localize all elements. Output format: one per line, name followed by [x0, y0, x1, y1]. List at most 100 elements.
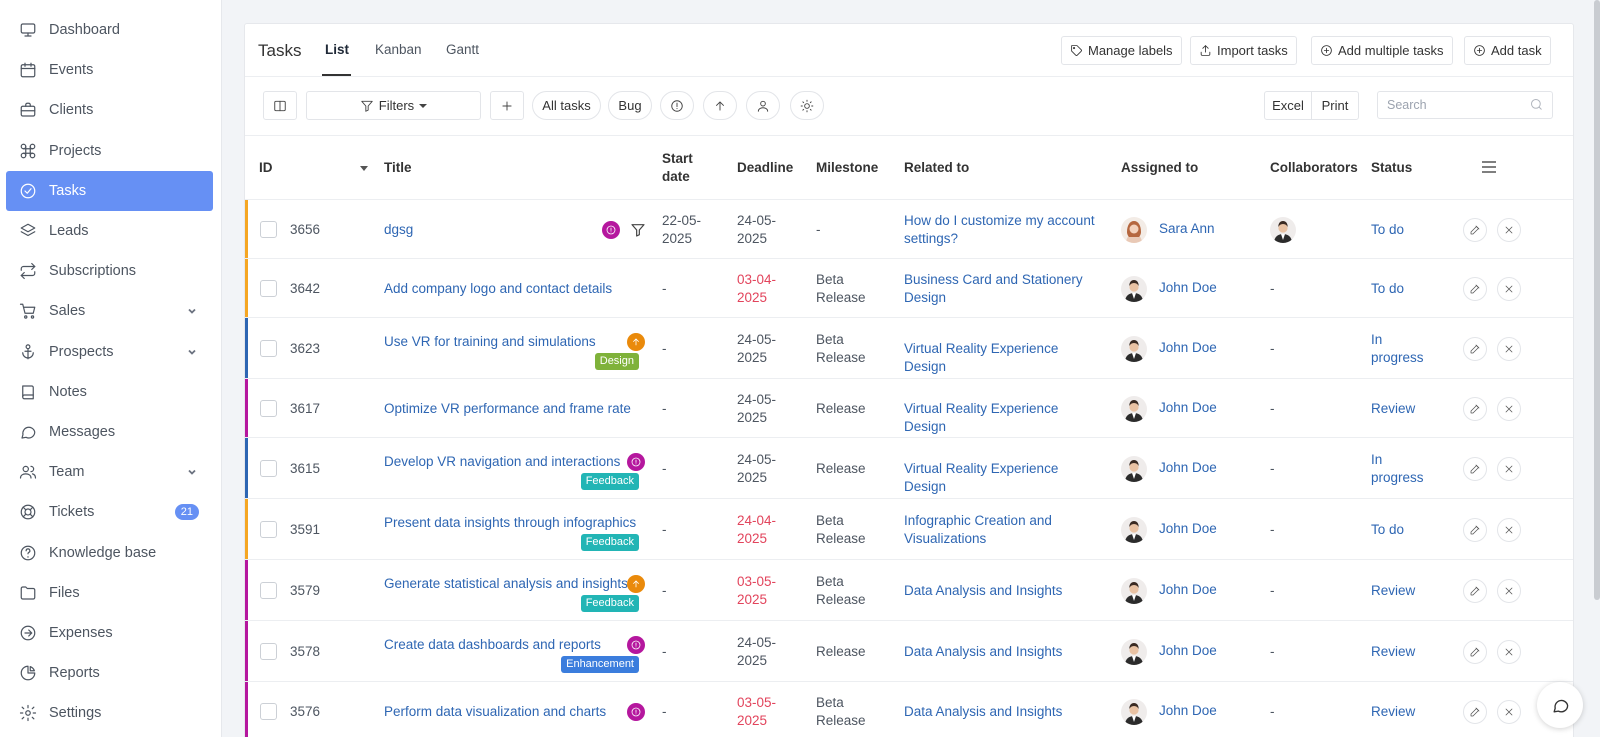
status-link[interactable]: Review: [1371, 704, 1416, 719]
status-link[interactable]: To do: [1371, 281, 1405, 296]
sidebar-item-events[interactable]: Events: [6, 50, 213, 90]
priority-filter[interactable]: [660, 91, 694, 120]
menu-icon[interactable]: [1481, 160, 1497, 174]
theme-filter[interactable]: [790, 91, 824, 120]
sort-caret-icon[interactable]: [360, 166, 368, 171]
table-row[interactable]: 3623 Use VR for training and simulations D…: [245, 318, 1573, 379]
column-collaborators[interactable]: Collaborators: [1270, 160, 1358, 175]
chat-button[interactable]: [1537, 682, 1583, 728]
sidebar-item-leads[interactable]: Leads: [6, 211, 213, 251]
row-checkbox[interactable]: [260, 703, 277, 720]
related-to-link[interactable]: Business Card and Stationery Design: [904, 272, 1083, 305]
task-title-link[interactable]: dgsg: [384, 222, 414, 237]
delete-button[interactable]: [1497, 640, 1521, 664]
delete-button[interactable]: [1497, 337, 1521, 361]
delete-button[interactable]: [1497, 579, 1521, 603]
all-tasks-filter[interactable]: All tasks: [532, 91, 601, 120]
column-title[interactable]: Title: [384, 160, 412, 175]
table-row[interactable]: 3617 Optimize VR performance and frame ra…: [245, 379, 1573, 438]
column-status[interactable]: Status: [1371, 160, 1413, 175]
task-title-link[interactable]: Optimize VR performance and frame rate: [384, 401, 631, 416]
filters-dropdown[interactable]: Filters: [306, 91, 481, 120]
bug-filter[interactable]: Bug: [608, 91, 652, 120]
table-row[interactable]: 3579 Generate statistical analysis and in…: [245, 560, 1573, 621]
tab-gantt[interactable]: Gantt: [446, 42, 480, 57]
row-checkbox[interactable]: [260, 643, 277, 660]
related-to-link[interactable]: Virtual Reality Experience Design: [904, 401, 1059, 434]
import-tasks-button[interactable]: Import tasks: [1190, 36, 1297, 65]
table-row[interactable]: 3578 Create data dashboards and reports En…: [245, 621, 1573, 682]
column-related-to[interactable]: Related to: [904, 160, 970, 175]
filter-icon[interactable]: [630, 222, 646, 238]
edit-button[interactable]: [1463, 218, 1487, 242]
row-checkbox[interactable]: [260, 340, 277, 357]
edit-button[interactable]: [1463, 337, 1487, 361]
task-title-link[interactable]: Generate statistical analysis and insigh…: [384, 576, 628, 591]
sidebar-item-dashboard[interactable]: Dashboard: [6, 10, 213, 50]
row-checkbox[interactable]: [260, 521, 277, 538]
tab-list[interactable]: List: [325, 42, 350, 57]
related-to-link[interactable]: Virtual Reality Experience Design: [904, 341, 1059, 374]
sidebar-item-reports[interactable]: Reports: [6, 653, 213, 693]
row-checkbox[interactable]: [260, 460, 277, 477]
delete-button[interactable]: [1497, 218, 1521, 242]
arrow-up-filter[interactable]: [703, 91, 737, 120]
status-link[interactable]: To do: [1371, 222, 1405, 237]
edit-button[interactable]: [1463, 397, 1487, 421]
assignee-name-link[interactable]: John Doe: [1159, 643, 1217, 658]
status-link[interactable]: Review: [1371, 644, 1416, 659]
sidebar-item-subscriptions[interactable]: Subscriptions: [6, 251, 213, 291]
task-title-link[interactable]: Add company logo and contact details: [384, 281, 613, 296]
sidebar-item-team[interactable]: Team: [6, 452, 213, 492]
sidebar-item-expenses[interactable]: Expenses: [6, 613, 213, 653]
print-button[interactable]: Print: [1311, 91, 1359, 120]
edit-button[interactable]: [1463, 518, 1487, 542]
sidebar-item-tickets[interactable]: Tickets 21: [6, 492, 213, 532]
search-input[interactable]: [1377, 91, 1553, 119]
edit-button[interactable]: [1463, 277, 1487, 301]
assignee-name-link[interactable]: John Doe: [1159, 400, 1217, 415]
task-title-link[interactable]: Create data dashboards and reports: [384, 637, 601, 652]
assignee-name-link[interactable]: John Doe: [1159, 521, 1217, 536]
sidebar-item-notes[interactable]: Notes: [6, 372, 213, 412]
status-link[interactable]: In progress: [1371, 332, 1424, 365]
sidebar-item-tasks[interactable]: Tasks: [6, 170, 213, 211]
table-row[interactable]: 3615 Develop VR navigation and interactio…: [245, 438, 1573, 499]
page-scrollbar[interactable]: [1594, 0, 1600, 600]
excel-button[interactable]: Excel: [1264, 91, 1312, 120]
edit-button[interactable]: [1463, 640, 1487, 664]
sidebar-item-settings[interactable]: Settings: [6, 693, 213, 733]
assignee-name-link[interactable]: John Doe: [1159, 280, 1217, 295]
sidebar-item-prospects[interactable]: Prospects: [6, 332, 213, 372]
row-checkbox[interactable]: [260, 582, 277, 599]
edit-button[interactable]: [1463, 700, 1487, 724]
column-start-date[interactable]: Start date: [662, 151, 693, 184]
status-link[interactable]: In progress: [1371, 452, 1424, 485]
delete-button[interactable]: [1497, 457, 1521, 481]
assignee-filter[interactable]: [746, 91, 780, 120]
task-title-link[interactable]: Present data insights through infographi…: [384, 515, 637, 530]
task-title-link[interactable]: Develop VR navigation and interactions: [384, 454, 621, 469]
status-link[interactable]: Review: [1371, 401, 1416, 416]
row-checkbox[interactable]: [260, 400, 277, 417]
row-checkbox[interactable]: [260, 280, 277, 297]
add-task-button[interactable]: Add task: [1464, 36, 1551, 65]
edit-button[interactable]: [1463, 457, 1487, 481]
table-row[interactable]: 3656 dgsg 22-05-2025 24-05-2025 - How do I cu…: [245, 200, 1573, 259]
assignee-name-link[interactable]: John Doe: [1159, 582, 1217, 597]
status-link[interactable]: To do: [1371, 522, 1405, 537]
sidebar-item-messages[interactable]: Messages: [6, 412, 213, 452]
add-multiple-tasks-button[interactable]: Add multiple tasks: [1311, 36, 1453, 65]
delete-button[interactable]: [1497, 277, 1521, 301]
edit-button[interactable]: [1463, 579, 1487, 603]
delete-button[interactable]: [1497, 700, 1521, 724]
status-link[interactable]: Review: [1371, 583, 1416, 598]
related-to-link[interactable]: Data Analysis and Insights: [904, 583, 1063, 598]
assignee-name-link[interactable]: John Doe: [1159, 460, 1217, 475]
sidebar-item-sales[interactable]: Sales: [6, 291, 213, 331]
sidebar-item-knowledge-base[interactable]: Knowledge base: [6, 532, 213, 572]
tab-kanban[interactable]: Kanban: [375, 42, 422, 57]
manage-labels-button[interactable]: Manage labels: [1061, 36, 1182, 65]
task-title-link[interactable]: Use VR for training and simulations: [384, 334, 596, 349]
column-milestone[interactable]: Milestone: [816, 160, 879, 175]
